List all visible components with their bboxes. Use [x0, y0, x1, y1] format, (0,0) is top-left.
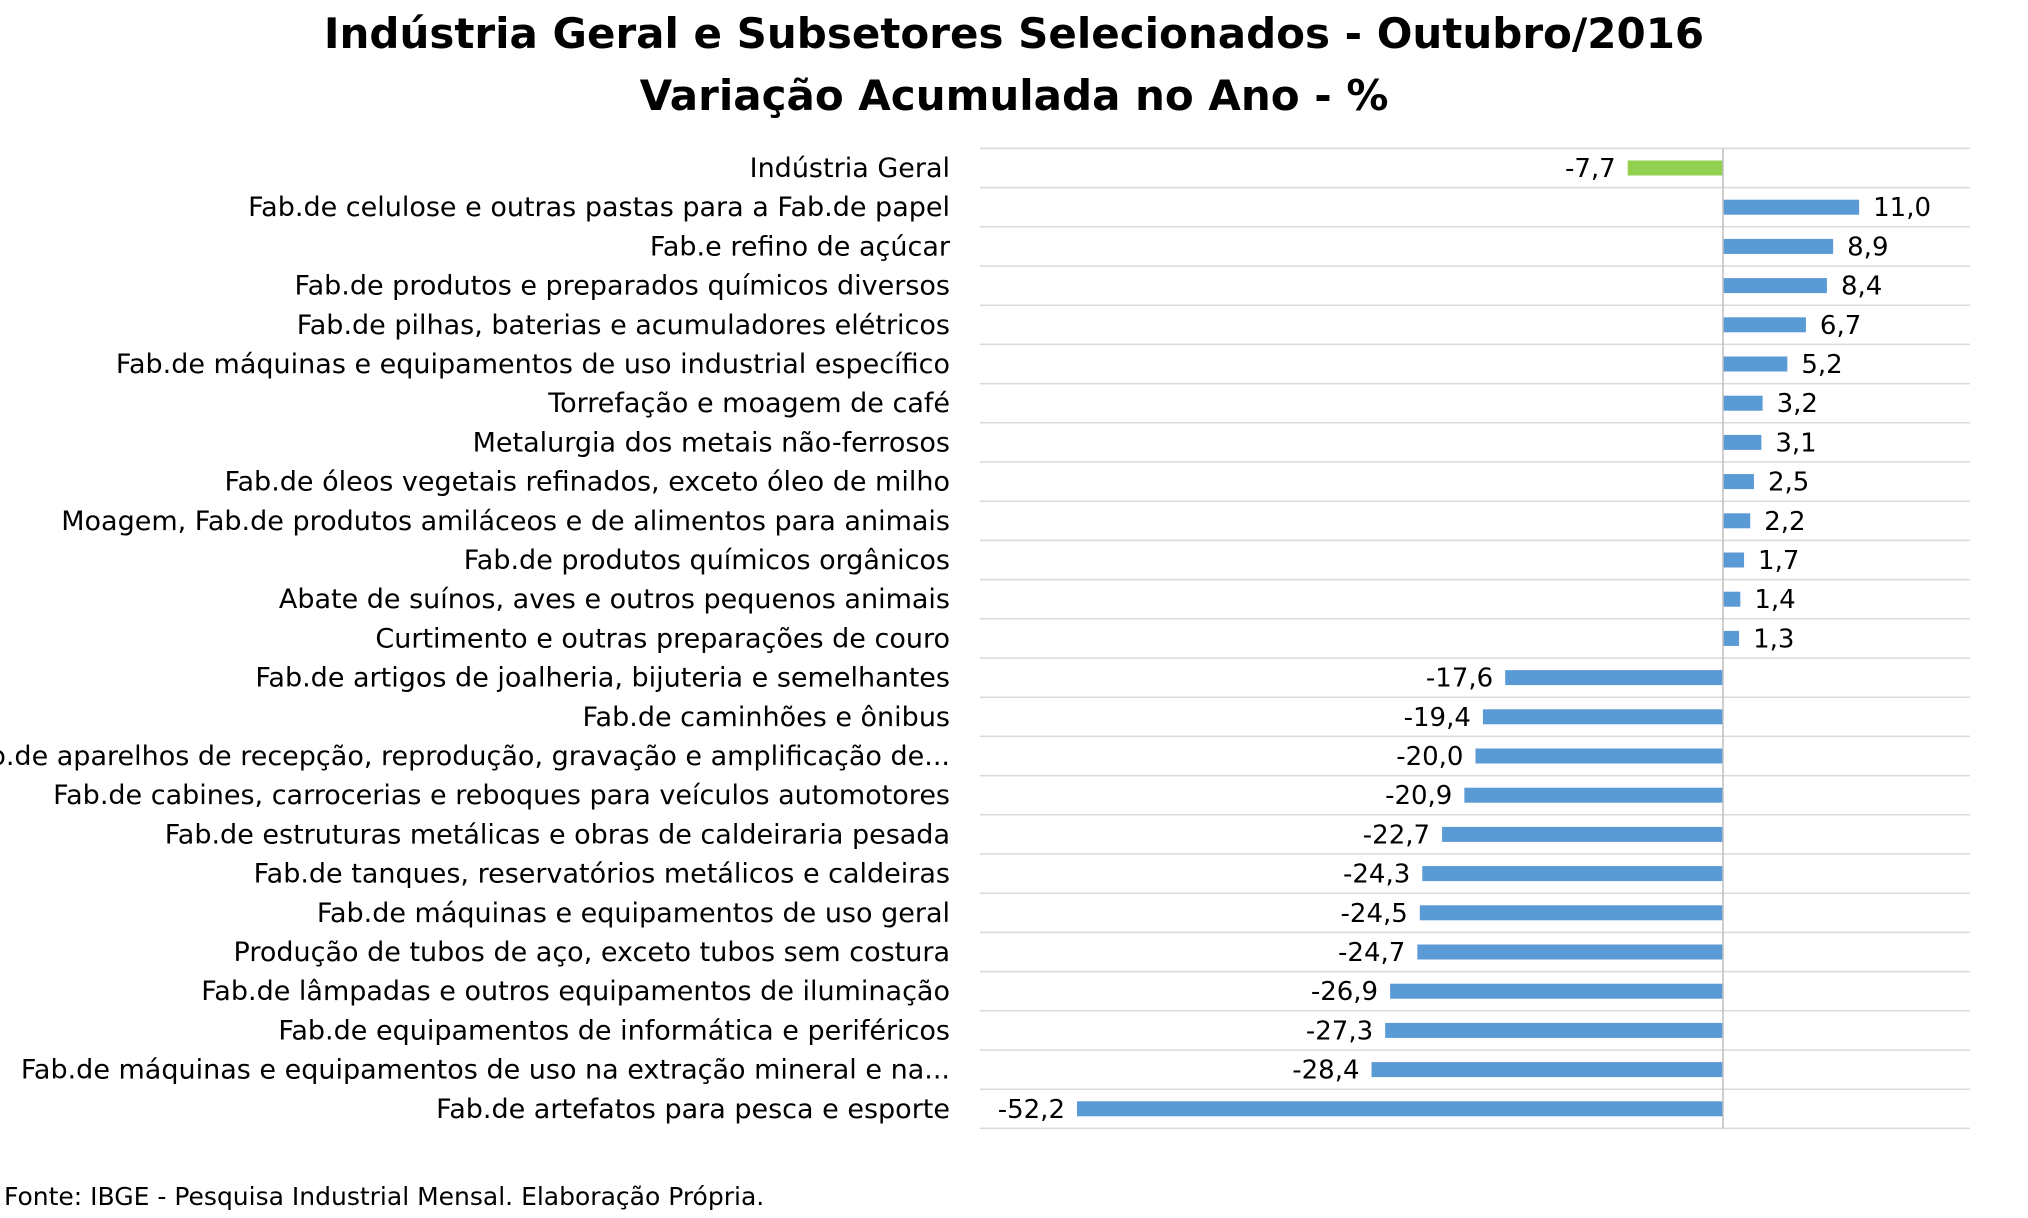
data-label: -7,7 [1565, 154, 1616, 184]
category-label: Fab.de aparelhos de recepção, reprodução… [0, 741, 950, 772]
bar [1723, 356, 1788, 372]
category-labels: Indústria Geral Fab.de celulose e outras … [0, 153, 951, 1125]
bar [1723, 434, 1762, 450]
bars [1077, 160, 1860, 1117]
data-label: -17,6 [1426, 664, 1493, 694]
category-label: Fab.de estruturas metálicas e obras de c… [165, 819, 950, 850]
bar [1442, 826, 1723, 842]
category-label: Fab.de artigos de joalheria, bijuteria e… [255, 663, 950, 694]
bar [1505, 670, 1723, 686]
data-label: -26,9 [1311, 977, 1378, 1007]
chart-title: Indústria Geral e Subsetores Selecionado… [324, 9, 1704, 58]
bar [1627, 160, 1723, 176]
gridlines [980, 147, 1970, 1130]
category-label: Indústria Geral [750, 153, 950, 184]
data-label: -24,5 [1341, 899, 1408, 929]
category-label: Fab.de cabines, carrocerias e reboques p… [53, 780, 950, 811]
category-label: Fab.de lâmpadas e outros equipamentos de… [201, 976, 950, 1007]
data-label: 3,1 [1775, 428, 1816, 458]
data-label: -24,7 [1338, 938, 1405, 968]
bar [1417, 944, 1723, 960]
bar [1723, 591, 1741, 607]
bar [1422, 866, 1723, 882]
data-label: -20,0 [1396, 742, 1463, 772]
bar [1723, 474, 1754, 490]
bar [1464, 787, 1723, 803]
category-label: Curtimento e outras preparações de couro [375, 623, 950, 654]
bar [1723, 238, 1834, 254]
bar [1419, 905, 1723, 921]
category-label: Fab.de produtos químicos orgânicos [464, 545, 950, 576]
bar [1385, 1022, 1723, 1038]
data-label: 2,5 [1768, 468, 1809, 498]
category-label: Fab.de tanques, reservatórios metálicos … [254, 859, 950, 890]
bar [1723, 513, 1751, 529]
data-label: -27,3 [1306, 1016, 1373, 1046]
data-label: -19,4 [1404, 703, 1471, 733]
data-label: 1,7 [1758, 546, 1799, 576]
data-label: 8,9 [1847, 232, 1888, 262]
data-label: 2,2 [1764, 507, 1805, 537]
bar [1723, 278, 1827, 294]
data-label: -24,3 [1343, 860, 1410, 890]
chart-subtitle: Variação Acumulada no Ano - % [640, 71, 1389, 120]
category-label: Abate de suínos, aves e outros pequenos … [279, 584, 950, 615]
bar [1371, 1062, 1723, 1078]
bar [1723, 395, 1763, 411]
category-label: Fab.de máquinas e equipamentos de uso na… [21, 1055, 950, 1086]
category-label: Fab.de máquinas e equipamentos de uso ge… [317, 898, 950, 929]
bar [1723, 552, 1745, 568]
data-label: -52,2 [998, 1095, 1065, 1125]
source-note: Fonte: IBGE - Pesquisa Industrial Mensal… [4, 1182, 764, 1211]
category-label: Fab.de equipamentos de informática e per… [278, 1015, 950, 1046]
bar [1077, 1101, 1723, 1117]
data-label: 1,4 [1754, 585, 1795, 615]
category-label: Produção de tubos de aço, exceto tubos s… [234, 937, 950, 968]
bar [1482, 709, 1723, 725]
bar [1723, 630, 1740, 646]
category-label: Metalurgia dos metais não-ferrosos [473, 427, 950, 458]
category-label: Fab.de máquinas e equipamentos de uso in… [116, 349, 950, 380]
bar [1390, 983, 1723, 999]
category-label: Fab.de pilhas, baterias e acumuladores e… [297, 310, 950, 341]
category-label: Fab.de óleos vegetais refinados, exceto … [224, 467, 950, 498]
category-label: Fab.de caminhões e ônibus [583, 702, 951, 733]
category-label: Moagem, Fab.de produtos amiláceos e de a… [61, 506, 950, 537]
category-label: Torrefação e moagem de café [547, 388, 950, 419]
data-label: 11,0 [1873, 193, 1931, 223]
category-label: Fab.de celulose e outras pastas para a F… [248, 192, 950, 223]
bar [1475, 748, 1723, 764]
category-label: Fab.e refino de açúcar [650, 231, 951, 262]
data-label: 5,2 [1801, 350, 1842, 380]
data-label: 3,2 [1777, 389, 1818, 419]
data-label: -22,7 [1363, 820, 1430, 850]
value-labels: -7,7 11,0 8,9 8,4 6,7 5,2 3,2 3,1 2,5 2,2 1,7 1,4 1,… [998, 154, 1931, 1125]
data-label: -28,4 [1292, 1056, 1359, 1086]
category-label: Fab.de artefatos para pesca e esporte [436, 1094, 950, 1125]
data-label: 8,4 [1841, 272, 1882, 302]
category-label: Fab.de produtos e preparados químicos di… [295, 271, 950, 302]
data-label: -20,9 [1385, 781, 1452, 811]
data-label: 6,7 [1820, 311, 1861, 341]
bar [1723, 317, 1806, 333]
bar [1723, 199, 1860, 215]
data-label: 1,3 [1753, 624, 1794, 654]
